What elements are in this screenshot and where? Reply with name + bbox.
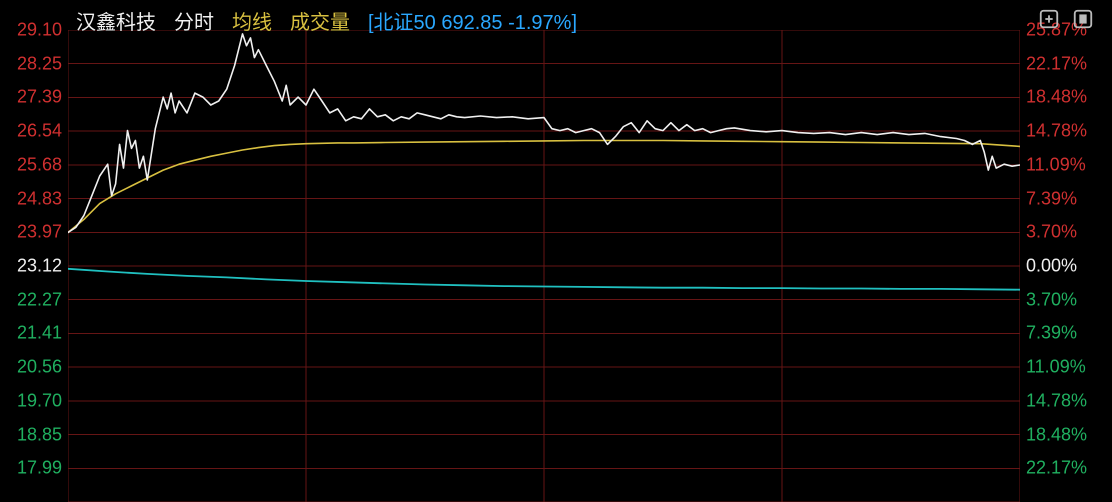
chart-lines — [68, 30, 1020, 502]
y-tick-price: 29.10 — [17, 20, 62, 41]
y-tick-price: 23.97 — [17, 222, 62, 243]
restore-icon[interactable] — [1072, 8, 1094, 35]
moving-average-line — [68, 141, 1020, 233]
y-tick-percent: 3.70% — [1026, 289, 1077, 310]
y-tick-price: 26.54 — [17, 121, 62, 142]
y-tick-percent: 7.39% — [1026, 323, 1077, 344]
y-tick-price: 22.27 — [17, 289, 62, 310]
y-tick-percent: 11.09% — [1026, 154, 1086, 175]
y-tick-percent: 14.78% — [1026, 390, 1087, 411]
y-tick-price: 18.85 — [17, 424, 62, 445]
y-tick-price: 24.83 — [17, 188, 62, 209]
y-tick-percent: 7.39% — [1026, 188, 1077, 209]
y-axis-price: 29.10 28.25 27.39 26.54 25.68 24.83 23.97 23.12… — [0, 0, 68, 502]
price-line — [68, 34, 1020, 233]
y-tick-percent: 18.48% — [1026, 87, 1087, 108]
y-tick-price: 27.39 — [17, 87, 62, 108]
index-quote: [北证50 692.85 -1.97%] — [368, 6, 577, 35]
plot-area[interactable] — [68, 30, 1020, 502]
y-tick-price: 21.41 — [17, 323, 62, 344]
y-tick-percent: 18.48% — [1026, 424, 1087, 445]
y-tick-percent: 11.09% — [1026, 357, 1086, 378]
tab-volume[interactable]: 成交量 — [290, 6, 350, 35]
y-tick-price: 23.12 — [17, 256, 62, 277]
y-tick-percent: 3.70% — [1026, 222, 1077, 243]
y-tick-price: 25.68 — [17, 154, 62, 175]
y-tick-price: 20.56 — [17, 357, 62, 378]
y-tick-percent: 22.17% — [1026, 53, 1087, 74]
y-tick-percent: 14.78% — [1026, 121, 1087, 142]
y-tick-price: 28.25 — [17, 53, 62, 74]
stock-name: 汉鑫科技 — [76, 6, 156, 35]
tab-ma[interactable]: 均线 — [232, 6, 272, 35]
y-tick-price: 19.70 — [17, 390, 62, 411]
y-axis-percent: 25.87%22.17%18.48%14.78%11.09%7.39%3.70%… — [1020, 0, 1112, 502]
tab-realtime[interactable]: 分时 — [174, 6, 214, 35]
window-controls — [1038, 8, 1094, 35]
expand-icon[interactable] — [1038, 8, 1060, 35]
chart-header: 汉鑫科技 分时 均线 成交量 [北证50 692.85 -1.97%] — [76, 6, 577, 35]
y-tick-percent: 22.17% — [1026, 458, 1087, 479]
reference-line — [68, 269, 1020, 290]
intraday-chart: 汉鑫科技 分时 均线 成交量 [北证50 692.85 -1.97%] 29.1… — [0, 0, 1112, 502]
y-tick-percent: 0.00% — [1026, 256, 1077, 277]
y-tick-price: 17.99 — [17, 458, 62, 479]
